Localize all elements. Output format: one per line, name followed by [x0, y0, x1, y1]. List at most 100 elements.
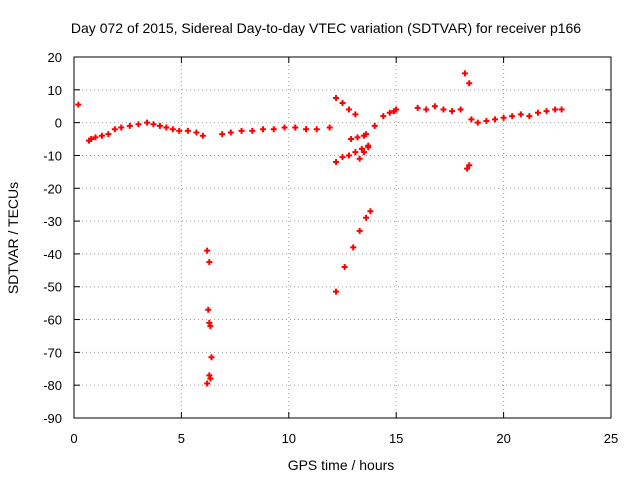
data-point — [341, 264, 348, 271]
data-point — [534, 109, 541, 116]
x-tick-labels: 0 5 10 15 20 25 — [70, 431, 618, 446]
x-tick-label: 0 — [70, 431, 77, 446]
plot-frame — [73, 56, 612, 419]
data-point — [98, 132, 105, 139]
data-point — [386, 109, 393, 116]
data-point — [457, 106, 464, 113]
data-point — [466, 80, 473, 87]
data-point — [423, 106, 430, 113]
data-point — [339, 99, 346, 106]
data-point — [206, 372, 213, 379]
data-point — [270, 126, 277, 133]
y-tick-label: -20 — [43, 181, 62, 196]
data-point — [126, 122, 133, 129]
data-point — [292, 124, 299, 131]
data-point — [75, 101, 82, 108]
y-tick-label: 20 — [48, 50, 62, 65]
data-point — [156, 122, 163, 129]
data-point — [356, 155, 363, 162]
data-point — [358, 145, 365, 152]
chart-title: Day 072 of 2015, Sidereal Day-to-day VTE… — [71, 20, 581, 36]
data-point — [345, 106, 352, 113]
data-points — [75, 70, 565, 387]
data-point — [105, 131, 112, 138]
data-point — [204, 380, 211, 387]
data-point — [461, 70, 468, 77]
data-point — [111, 126, 118, 133]
data-point — [500, 114, 507, 121]
data-point — [350, 244, 357, 251]
x-axis-label: GPS time / hours — [288, 457, 395, 473]
data-point — [333, 95, 340, 102]
data-point — [431, 103, 438, 110]
data-point — [363, 214, 370, 221]
data-point — [552, 106, 559, 113]
data-point — [356, 227, 363, 234]
data-point — [118, 124, 125, 131]
y-tick-label: 10 — [48, 83, 62, 98]
data-point — [468, 116, 475, 123]
data-point — [333, 159, 340, 166]
data-point — [135, 121, 142, 128]
y-tick-label: -40 — [43, 247, 62, 262]
data-point — [205, 306, 212, 313]
y-tick-label: -60 — [43, 313, 62, 328]
data-point — [449, 108, 456, 115]
y-tick-label: 0 — [55, 116, 62, 131]
data-point — [380, 113, 387, 120]
data-point — [281, 124, 288, 131]
data-point — [206, 319, 213, 326]
y-tick-label: -80 — [43, 378, 62, 393]
data-point — [345, 152, 352, 159]
data-point — [302, 126, 309, 133]
data-point — [249, 127, 256, 134]
data-point — [208, 354, 215, 361]
data-point — [163, 124, 170, 131]
data-point — [193, 129, 200, 136]
data-point — [184, 127, 191, 134]
data-point — [176, 127, 183, 134]
data-point — [144, 119, 151, 126]
data-point — [88, 136, 95, 143]
data-point — [367, 208, 374, 215]
data-point — [169, 126, 176, 133]
y-tick-label: -90 — [43, 411, 62, 426]
data-point — [483, 117, 490, 124]
data-point — [204, 247, 211, 254]
data-point — [227, 129, 234, 136]
data-point — [348, 136, 355, 143]
data-point — [339, 154, 346, 161]
data-point — [313, 126, 320, 133]
data-point — [365, 142, 372, 149]
x-tick-label: 10 — [282, 431, 296, 446]
data-point — [199, 132, 206, 139]
data-point — [352, 149, 359, 156]
data-point — [354, 134, 361, 141]
y-tick-label: -30 — [43, 214, 62, 229]
data-point — [333, 288, 340, 295]
data-point — [363, 131, 370, 138]
data-point — [207, 323, 214, 330]
y-tick-labels: 20 10 0 -10 -20 -30 -40 -50 -60 -70 -80 -90 — [43, 50, 62, 426]
y-tick-label: -50 — [43, 280, 62, 295]
data-point — [371, 122, 378, 129]
data-point — [558, 106, 565, 113]
y-axis-label: SDTVAR / TECUs — [5, 182, 21, 294]
data-point — [238, 127, 245, 134]
y-tick-label: -70 — [43, 345, 62, 360]
data-point — [207, 375, 214, 382]
data-point — [260, 126, 267, 133]
data-point — [474, 119, 481, 126]
data-point — [360, 149, 367, 156]
data-point — [414, 104, 421, 111]
data-point — [393, 106, 400, 113]
data-point — [492, 116, 499, 123]
data-point — [326, 124, 333, 131]
data-point — [150, 121, 157, 128]
x-tick-label: 20 — [496, 431, 510, 446]
x-tick-label: 25 — [604, 431, 618, 446]
data-point — [206, 259, 213, 266]
data-point — [466, 162, 473, 169]
data-point — [92, 134, 99, 141]
